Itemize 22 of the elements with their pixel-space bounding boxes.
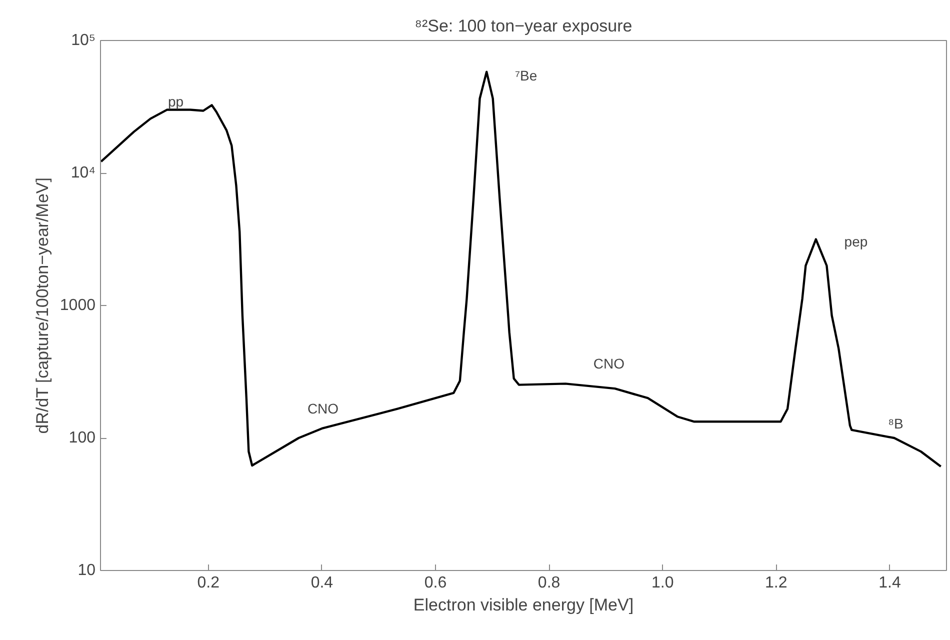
annotation: CNO (593, 355, 625, 372)
x-tick-label: 0.8 (538, 574, 560, 592)
x-tick-label: 1.4 (878, 574, 901, 592)
y-tick-label: 1000 (60, 297, 96, 314)
chart-title: ⁸²Se: 100 ton−year exposure (414, 16, 632, 36)
y-tick-label: 10 (78, 562, 96, 579)
x-tick-label: 0.4 (310, 574, 334, 592)
y-tick-label: 10⁵ (71, 32, 96, 49)
x-tick-label: 1.2 (765, 574, 788, 592)
x-tick-label: 0.2 (197, 574, 220, 592)
line-series (100, 70, 942, 468)
x-tick-label: 0.6 (424, 574, 447, 592)
y-axis-title: dR/dT [capture/100ton−year/MeV] (32, 178, 52, 434)
y-tick-label: 10⁴ (70, 164, 96, 182)
y-tick-label: 100 (68, 430, 96, 446)
annotation: ⁸B (888, 416, 904, 432)
annotation: CNO (307, 400, 339, 416)
annotation: ⁷Be (514, 67, 538, 84)
annotation: pp (168, 93, 184, 110)
annotation: pep (844, 233, 868, 250)
x-axis-title: Electron visible energy [MeV] (413, 596, 634, 614)
x-tick-label: 1.0 (651, 574, 674, 592)
